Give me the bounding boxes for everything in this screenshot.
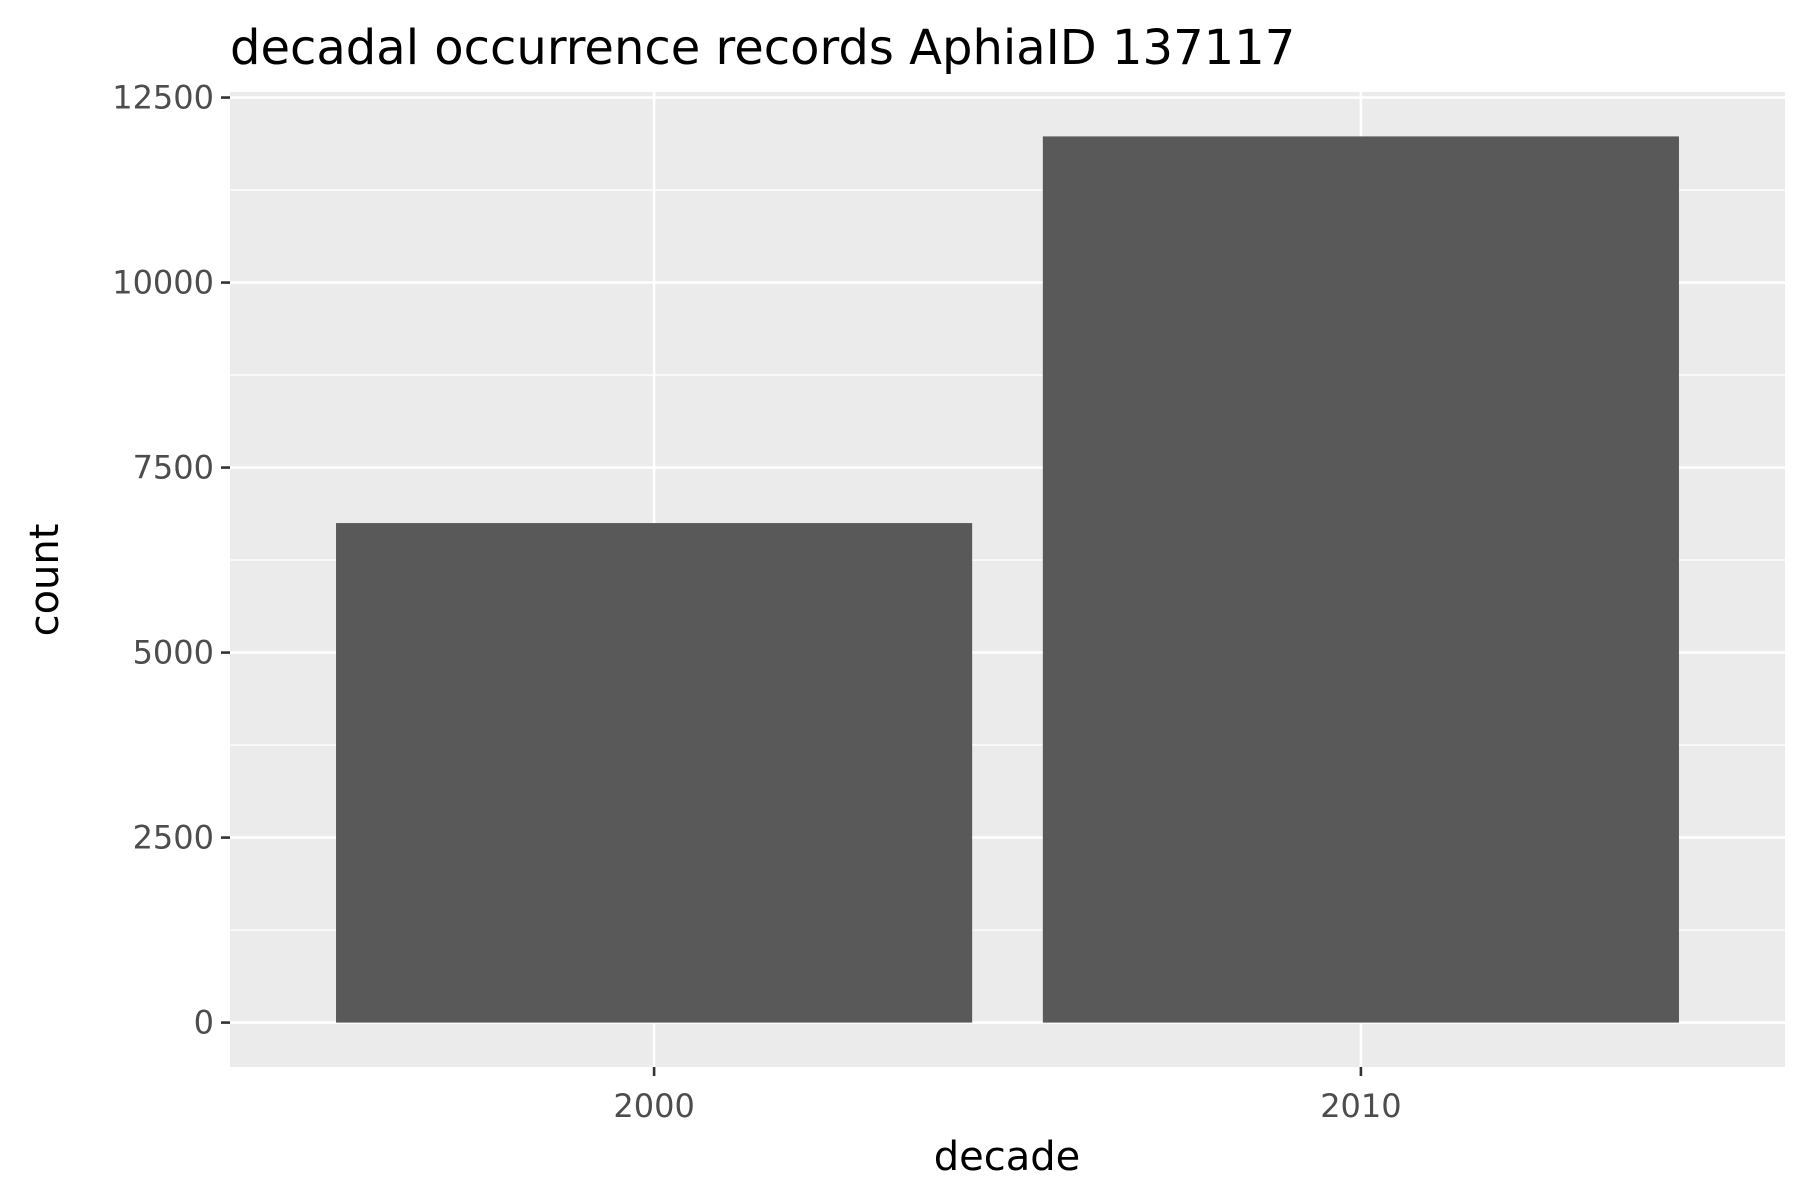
y-tick-label: 5000 (133, 634, 214, 672)
y-tick-label: 2500 (133, 819, 214, 857)
bars (336, 136, 1679, 1023)
y-tick-label: 7500 (133, 449, 214, 487)
x-axis: 2000 2010 (613, 1067, 1402, 1125)
y-axis: 0 2500 5000 7500 10000 12500 (112, 79, 230, 1042)
y-tick-label: 0 (194, 1004, 214, 1042)
x-tick-label: 2010 (1320, 1087, 1401, 1125)
y-axis-title: count (22, 524, 68, 637)
chart-title: decadal occurrence records AphiaID 13711… (230, 20, 1295, 76)
bar-2010 (1042, 136, 1679, 1023)
y-tick-label: 12500 (112, 79, 214, 117)
bar-2000 (336, 523, 973, 1023)
x-tick-label: 2000 (613, 1087, 694, 1125)
y-tick-label: 10000 (112, 264, 214, 302)
x-axis-title: decade (934, 1134, 1081, 1180)
